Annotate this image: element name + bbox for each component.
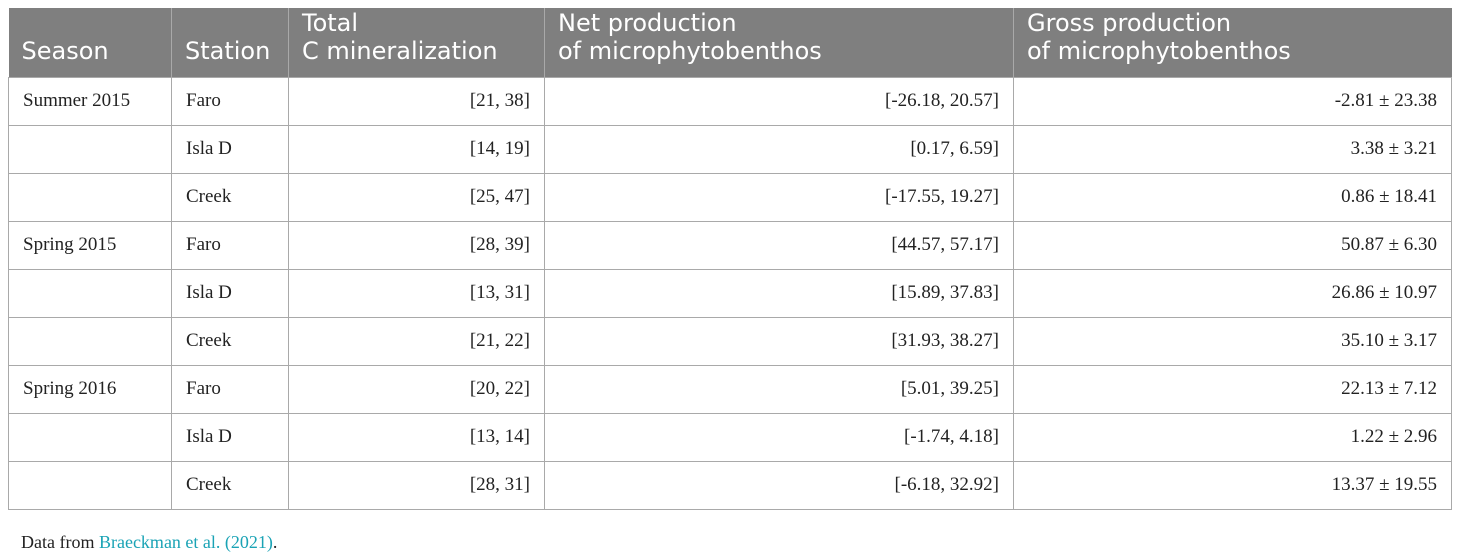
footnote-suffix: .: [272, 532, 278, 552]
cell-total-c-mineralization: [28, 31]: [288, 460, 545, 510]
table-row: Creek [21, 22] [31.93, 38.27] 35.10 ± 3.17: [8, 316, 1452, 366]
cell-season: [8, 412, 172, 462]
footnote-prefix: Data from: [21, 532, 99, 552]
cell-net-production: [31.93, 38.27]: [544, 316, 1014, 366]
cell-station: Faro: [171, 76, 289, 126]
cell-season: [8, 172, 172, 222]
cell-station: Creek: [171, 172, 289, 222]
header-row: Season Station Total C mineralization Ne…: [8, 8, 1452, 77]
table-row: Isla D [13, 14] [-1.74, 4.18] 1.22 ± 2.96: [8, 412, 1452, 462]
cell-net-production: [-26.18, 20.57]: [544, 76, 1014, 126]
cell-total-c-mineralization: [21, 22]: [288, 316, 545, 366]
cell-season: [8, 124, 172, 174]
cell-station: Isla D: [171, 412, 289, 462]
header-station: Station: [171, 8, 289, 77]
cell-net-production: [0.17, 6.59]: [544, 124, 1014, 174]
table-row: Spring 2016 Faro [20, 22] [5.01, 39.25] 22.1…: [8, 364, 1452, 414]
cell-season: Spring 2015: [8, 220, 172, 270]
table-footnote: Data from Braeckman et al. (2021).: [21, 532, 277, 553]
header-net-production: Net production of microphytobenthos: [544, 8, 1014, 77]
cell-station: Faro: [171, 364, 289, 414]
cell-season: [8, 316, 172, 366]
table-header: Season Station Total C mineralization Ne…: [8, 8, 1452, 77]
cell-season: [8, 460, 172, 510]
cell-gross-production: 1.22 ± 2.96: [1013, 412, 1452, 462]
table-row: Creek [25, 47] [-17.55, 19.27] 0.86 ± 18.41: [8, 172, 1452, 222]
cell-gross-production: -2.81 ± 23.38: [1013, 76, 1452, 126]
data-table-container: Season Station Total C mineralization Ne…: [8, 8, 1452, 510]
cell-gross-production: 0.86 ± 18.41: [1013, 172, 1452, 222]
cell-gross-production: 3.38 ± 3.21: [1013, 124, 1452, 174]
header-season: Season: [8, 8, 172, 77]
cell-total-c-mineralization: [20, 22]: [288, 364, 545, 414]
cell-gross-production: 22.13 ± 7.12: [1013, 364, 1452, 414]
table-row: Creek [28, 31] [-6.18, 32.92] 13.37 ± 19.55: [8, 460, 1452, 510]
cell-net-production: [-6.18, 32.92]: [544, 460, 1014, 510]
cell-total-c-mineralization: [13, 14]: [288, 412, 545, 462]
cell-total-c-mineralization: [25, 47]: [288, 172, 545, 222]
header-total-c-mineralization: Total C mineralization: [288, 8, 545, 77]
cell-net-production: [15.89, 37.83]: [544, 268, 1014, 318]
cell-total-c-mineralization: [14, 19]: [288, 124, 545, 174]
table-body: Summer 2015 Faro [21, 38] [-26.18, 20.57] -2…: [8, 76, 1452, 510]
cell-net-production: [5.01, 39.25]: [544, 364, 1014, 414]
header-gross-production: Gross production of microphytobenthos: [1013, 8, 1452, 77]
cell-season: Summer 2015: [8, 76, 172, 126]
cell-station: Creek: [171, 460, 289, 510]
table-row: Summer 2015 Faro [21, 38] [-26.18, 20.57] -2…: [8, 76, 1452, 126]
cell-station: Isla D: [171, 124, 289, 174]
cell-net-production: [-17.55, 19.27]: [544, 172, 1014, 222]
cell-gross-production: 13.37 ± 19.55: [1013, 460, 1452, 510]
cell-net-production: [44.57, 57.17]: [544, 220, 1014, 270]
cell-station: Creek: [171, 316, 289, 366]
cell-station: Isla D: [171, 268, 289, 318]
cell-total-c-mineralization: [28, 39]: [288, 220, 545, 270]
cell-season: Spring 2016: [8, 364, 172, 414]
table-row: Isla D [13, 31] [15.89, 37.83] 26.86 ± 10.9…: [8, 268, 1452, 318]
data-table: Season Station Total C mineralization Ne…: [8, 8, 1452, 510]
cell-station: Faro: [171, 220, 289, 270]
cell-gross-production: 50.87 ± 6.30: [1013, 220, 1452, 270]
cell-season: [8, 268, 172, 318]
cell-gross-production: 26.86 ± 10.97: [1013, 268, 1452, 318]
cell-total-c-mineralization: [13, 31]: [288, 268, 545, 318]
cell-gross-production: 35.10 ± 3.17: [1013, 316, 1452, 366]
cell-total-c-mineralization: [21, 38]: [288, 76, 545, 126]
table-row: Isla D [14, 19] [0.17, 6.59] 3.38 ± 3.21: [8, 124, 1452, 174]
table-row: Spring 2015 Faro [28, 39] [44.57, 57.17] 50.…: [8, 220, 1452, 270]
cell-net-production: [-1.74, 4.18]: [544, 412, 1014, 462]
footnote-reference-link[interactable]: Braeckman et al. (2021): [98, 532, 273, 552]
